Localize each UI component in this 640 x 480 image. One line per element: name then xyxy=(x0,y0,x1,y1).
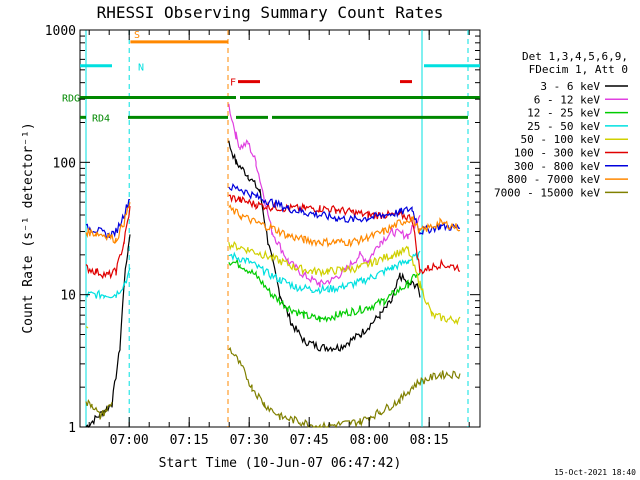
y-tick-label: 1000 xyxy=(45,24,76,39)
plot-frame xyxy=(79,29,481,428)
flag-label: S xyxy=(134,30,140,41)
series-line xyxy=(85,346,461,429)
legend-label: 50 - 100 keV xyxy=(521,133,601,146)
legend-label: 300 - 800 keV xyxy=(514,160,600,173)
y-axis-label: Count Rate (s⁻¹ detector⁻¹) xyxy=(21,122,36,333)
legend-label: 12 - 25 keV xyxy=(527,107,600,120)
axes: 1 10 100 1000 07:00 07:15 07:30 07:45 08:00 08:15 xyxy=(45,24,480,448)
series-line xyxy=(85,182,461,241)
y-tick-label: 100 xyxy=(53,156,76,171)
x-axis-label: Start Time (10-Jun-07 06:47:42) xyxy=(159,456,402,471)
legend-header: Det 1,3,4,5,6,9, xyxy=(522,50,628,63)
plot-area: S N RDG RD4 F xyxy=(62,30,480,429)
flag-label: RD4 xyxy=(92,113,110,124)
y-tick-label: 10 xyxy=(60,289,76,304)
footer-date: 15-Oct-2021 18:40 xyxy=(554,468,636,477)
chart-title: RHESSI Observing Summary Count Rates xyxy=(97,3,444,22)
series-line xyxy=(85,140,421,428)
x-tick-label: 07:15 xyxy=(170,433,209,448)
legend: Det 1,3,4,5,6,9,FDecim 1, Att 0 3 - 6 keV… xyxy=(494,50,628,199)
flag-label: RDG xyxy=(62,93,80,104)
legend-label: 800 - 7000 keV xyxy=(507,173,600,186)
legend-label: 100 - 300 keV xyxy=(514,147,600,160)
y-tick-label: 1 xyxy=(68,421,76,436)
legend-label: 6 - 12 keV xyxy=(534,93,601,106)
legend-label: 25 - 50 keV xyxy=(527,120,600,133)
x-tick-label: 07:00 xyxy=(110,433,149,448)
series-line xyxy=(85,241,461,329)
x-tick-label: 08:00 xyxy=(350,433,389,448)
legend-label: 7000 - 15000 keV xyxy=(494,186,600,199)
x-tick-label: 07:30 xyxy=(230,433,269,448)
flag-label: N xyxy=(138,63,144,74)
series-line xyxy=(85,202,461,248)
x-tick-label: 08:15 xyxy=(410,433,449,448)
legend-header: FDecim 1, Att 0 xyxy=(529,63,628,76)
legend-label: 3 - 6 keV xyxy=(540,80,600,93)
series-line xyxy=(85,250,421,300)
flag-label: F xyxy=(230,78,236,89)
x-tick-label: 07:45 xyxy=(290,433,329,448)
series-line xyxy=(228,103,421,288)
series-line xyxy=(228,258,421,323)
